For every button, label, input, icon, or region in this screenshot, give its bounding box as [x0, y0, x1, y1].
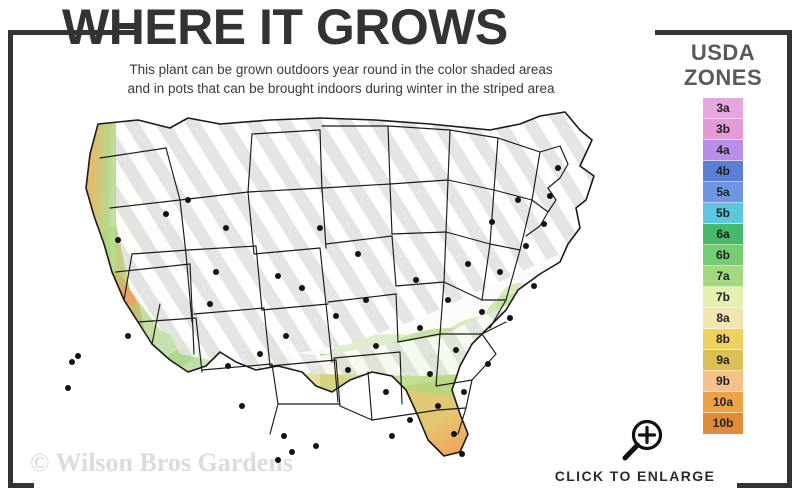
city-marker-dot — [275, 457, 281, 463]
city-marker-dot — [213, 269, 219, 275]
city-marker-dot — [363, 297, 369, 303]
city-marker-dot — [445, 297, 451, 303]
usda-zone-swatch-9a: 9a — [703, 350, 743, 371]
city-marker-dot — [479, 309, 485, 315]
usa-hardiness-map[interactable] — [20, 104, 660, 474]
city-marker-dot — [451, 431, 457, 437]
city-marker-dot — [465, 261, 471, 267]
city-marker-dot — [531, 283, 537, 289]
usda-zone-swatch-8b: 8b — [703, 329, 743, 350]
legend-title-line-1: USDA — [690, 40, 756, 65]
city-marker-dot — [257, 351, 263, 357]
city-marker-dot — [383, 389, 389, 395]
city-marker-dot — [125, 333, 131, 339]
usda-zones-legend-title: USDA ZONES — [668, 40, 778, 90]
city-marker-dot — [515, 197, 521, 203]
frame-bracket-left-vertical — [8, 30, 13, 488]
city-marker-dot — [489, 219, 495, 225]
city-marker-dot — [523, 243, 529, 249]
city-marker-dot — [497, 269, 503, 275]
usda-zone-swatch-10a: 10a — [703, 392, 743, 413]
frame-bracket-bottom-left-horizontal — [8, 483, 34, 488]
city-marker-dot — [207, 301, 213, 307]
frame-bracket-right-vertical — [787, 30, 792, 488]
city-marker-dot — [461, 389, 467, 395]
usda-zone-swatch-5b: 5b — [703, 203, 743, 224]
city-marker-dot — [283, 333, 289, 339]
map-state-borders — [85, 111, 595, 457]
city-marker-dot — [459, 451, 465, 457]
city-marker-dot — [313, 443, 319, 449]
page-subtitle: This plant can be grown outdoors year ro… — [56, 60, 626, 98]
city-marker-dot — [163, 211, 169, 217]
legend-title-line-2: ZONES — [683, 65, 763, 90]
city-marker-dot — [555, 165, 561, 171]
map-city-dots — [65, 165, 561, 463]
usda-zone-swatch-4b: 4b — [703, 161, 743, 182]
usda-zones-swatch-list: 3a 3b 4a 4b 5a 5b 6a 6b 7a 7b 8a 8b 9a 9b 10a 10b — [703, 98, 743, 434]
city-marker-dot — [427, 371, 433, 377]
city-marker-dot — [345, 367, 351, 373]
city-marker-dot — [507, 315, 513, 321]
frame-bracket-top-left-horizontal — [8, 30, 136, 35]
usda-zone-swatch-6a: 6a — [703, 224, 743, 245]
usda-zone-swatch-6b: 6b — [703, 245, 743, 266]
city-marker-dot — [333, 313, 339, 319]
city-marker-dot — [75, 353, 81, 359]
usda-zone-swatch-8a: 8a — [703, 308, 743, 329]
city-marker-dot — [225, 363, 231, 369]
click-to-enlarge-label[interactable]: CLICK TO ENLARGE — [554, 468, 716, 484]
page-title: WHERE IT GROWS — [62, 0, 508, 55]
city-marker-dot — [413, 277, 419, 283]
city-marker-dot — [453, 347, 459, 353]
usda-zone-swatch-10b: 10b — [703, 413, 743, 434]
city-marker-dot — [389, 433, 395, 439]
usda-zone-swatch-7b: 7b — [703, 287, 743, 308]
city-marker-dot — [185, 197, 191, 203]
usda-zone-swatch-9b: 9b — [703, 371, 743, 392]
city-marker-dot — [115, 237, 121, 243]
usda-zone-swatch-3b: 3b — [703, 119, 743, 140]
city-marker-dot — [417, 325, 423, 331]
city-marker-dot — [541, 221, 547, 227]
city-marker-dot — [223, 225, 229, 231]
frame-bracket-bottom-right-horizontal — [737, 483, 792, 488]
subtitle-line-1: This plant can be grown outdoors year ro… — [129, 62, 553, 77]
city-marker-dot — [547, 193, 553, 199]
city-marker-dot — [239, 403, 245, 409]
city-marker-dot — [435, 403, 441, 409]
city-marker-dot — [281, 433, 287, 439]
watermark-copyright: © Wilson Bros Gardens — [30, 448, 293, 477]
usda-zone-swatch-3a: 3a — [703, 98, 743, 119]
city-marker-dot — [299, 285, 305, 291]
city-marker-dot — [69, 359, 75, 365]
subtitle-line-2: and in pots that can be brought indoors … — [127, 81, 555, 96]
magnifier-plus-icon[interactable] — [618, 418, 666, 464]
usda-zone-swatch-4a: 4a — [703, 140, 743, 161]
city-marker-dot — [373, 343, 379, 349]
city-marker-dot — [317, 225, 323, 231]
city-marker-dot — [289, 449, 295, 455]
city-marker-dot — [275, 273, 281, 279]
city-marker-dot — [355, 251, 361, 257]
usda-zone-swatch-7a: 7a — [703, 266, 743, 287]
usda-zone-swatch-5a: 5a — [703, 182, 743, 203]
city-marker-dot — [485, 361, 491, 367]
map-striped-overlay — [116, 112, 594, 376]
city-marker-dot — [407, 417, 413, 423]
usda-zones-legend: USDA ZONES 3a 3b 4a 4b 5a 5b 6a 6b 7a 7b 8a 8b 9a 9b 1… — [668, 40, 778, 434]
frame-bracket-top-right-horizontal — [655, 30, 792, 35]
city-marker-dot — [65, 385, 71, 391]
